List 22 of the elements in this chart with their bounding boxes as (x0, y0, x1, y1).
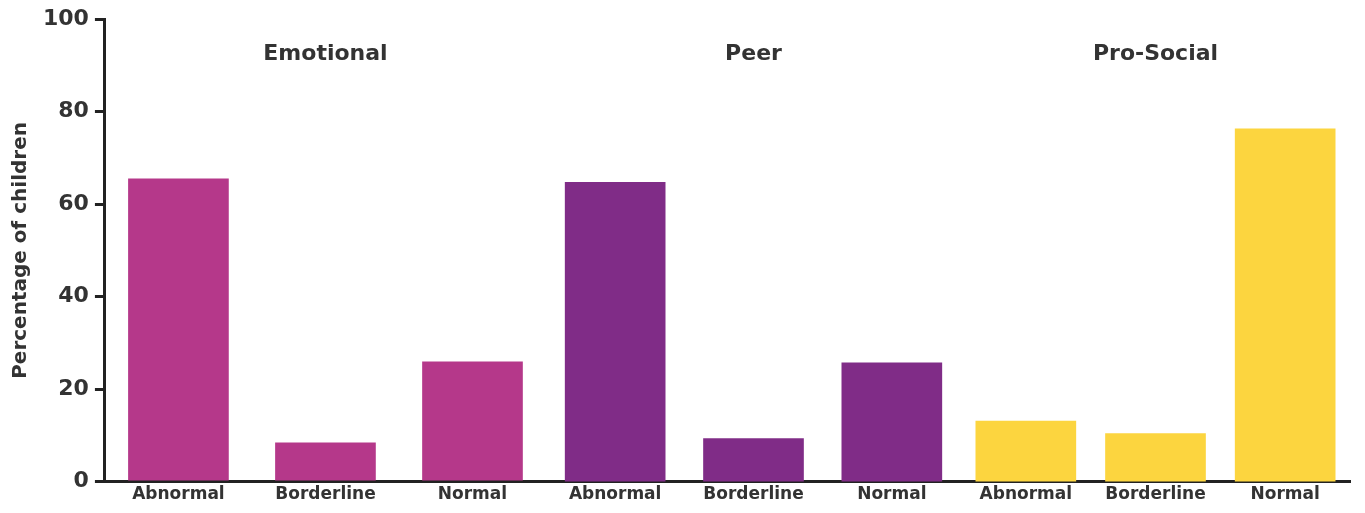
x-tick-label: Borderline (275, 483, 376, 504)
y-axis-title: Percentage of children (7, 121, 32, 379)
x-tick-label: Normal (857, 483, 927, 504)
y-tick-label: 80 (58, 97, 89, 123)
x-tick-label: Normal (1250, 483, 1320, 504)
text: Emotional (263, 39, 388, 65)
bar (275, 442, 376, 481)
y-tick-label: 0 (73, 467, 89, 493)
x-tick-label: Normal (437, 483, 508, 504)
text: Pro-Social (1092, 39, 1219, 65)
x-tick-label: Abnormal (979, 483, 1073, 504)
bar (422, 361, 523, 481)
bar (128, 178, 229, 481)
y-tick-label: 40 (58, 282, 89, 308)
text: Peer (725, 39, 783, 65)
y-tick-label: 60 (58, 189, 89, 215)
x-tick-label: Abnormal (132, 483, 225, 504)
x-tick-label: Borderline (1105, 483, 1206, 504)
y-tick-label: 100 (42, 4, 89, 30)
x-tick-label: Abnormal (568, 483, 662, 504)
y-tick-label: 20 (58, 374, 89, 400)
x-tick-label: Borderline (703, 483, 804, 504)
